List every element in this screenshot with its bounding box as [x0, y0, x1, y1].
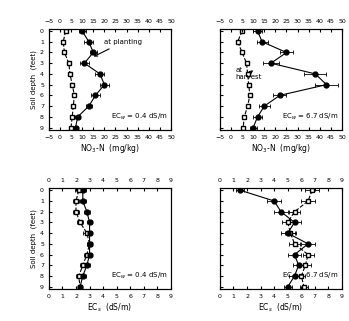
Text: EC$_w$ = 0.4 dS/m: EC$_w$ = 0.4 dS/m	[111, 111, 167, 122]
Text: at planting: at planting	[95, 39, 142, 56]
X-axis label: EC$_s$  (dS/m): EC$_s$ (dS/m)	[258, 301, 304, 314]
X-axis label: NO$_3$-N  (mg/kg): NO$_3$-N (mg/kg)	[251, 142, 311, 155]
Text: EC$_w$ = 6.7 dS/m: EC$_w$ = 6.7 dS/m	[282, 271, 339, 281]
Text: EC$_w$ = 0.4 dS/m: EC$_w$ = 0.4 dS/m	[111, 271, 167, 281]
Y-axis label: Soil depth  (feet): Soil depth (feet)	[31, 209, 37, 268]
Text: EC$_w$ = 6.7 dS/m: EC$_w$ = 6.7 dS/m	[282, 111, 339, 122]
Text: at
harvest: at harvest	[236, 67, 262, 80]
X-axis label: EC$_s$  (dS/m): EC$_s$ (dS/m)	[87, 301, 133, 314]
Y-axis label: Soil depth  (feet): Soil depth (feet)	[31, 50, 37, 109]
X-axis label: NO$_3$-N  (mg/kg): NO$_3$-N (mg/kg)	[80, 142, 140, 155]
